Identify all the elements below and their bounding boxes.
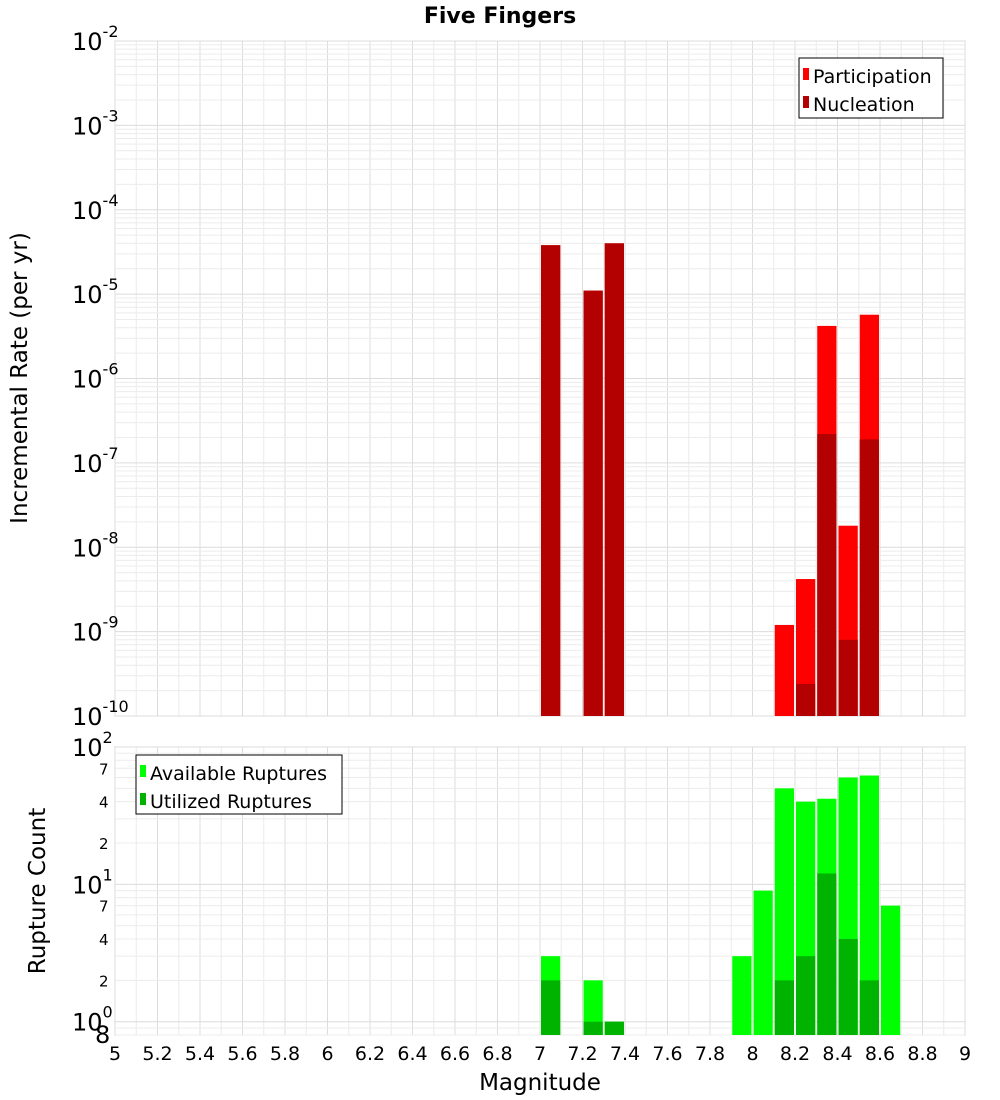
utilized-ruptures-bar xyxy=(774,980,794,1035)
count-legend: Available Ruptures Utilized Ruptures xyxy=(135,754,343,815)
utilized-ruptures-bar xyxy=(838,939,858,1035)
count-y-minor-tick-label: 2 xyxy=(99,835,109,853)
count-plot: 102 101 100 7 4 2 7 4 2 8 Rupture Count Available… xyxy=(25,728,966,1049)
x-tick-label: 7.2 xyxy=(567,1043,597,1065)
x-tick-label: 7.4 xyxy=(610,1043,640,1065)
count-y-minor-tick-label: 4 xyxy=(99,931,109,949)
legend-nucleation-swatch xyxy=(803,96,809,108)
x-tick-label: 8.8 xyxy=(907,1043,937,1065)
x-tick-label: 6.6 xyxy=(440,1043,470,1065)
chart-title: Five Fingers xyxy=(424,4,576,29)
participation-bar xyxy=(774,624,794,716)
count-y-minor-tick-label: 7 xyxy=(99,760,109,778)
rate-y-tick-label: 10-4 xyxy=(72,191,119,225)
x-tick-label: 7.8 xyxy=(695,1043,725,1065)
nucleation-bar xyxy=(604,243,624,717)
nucleation-bar xyxy=(583,290,603,716)
rate-y-tick-label: 10-8 xyxy=(72,528,119,562)
available-ruptures-bar xyxy=(753,890,773,1035)
available-ruptures-bar xyxy=(859,775,879,1035)
count-y-minor-tick-label: 4 xyxy=(99,794,109,812)
x-tick-label: 6.8 xyxy=(482,1043,512,1065)
legend-available-ruptures-swatch xyxy=(140,765,146,777)
legend-box xyxy=(135,754,343,815)
available-ruptures-bar xyxy=(732,956,752,1035)
available-ruptures-bar xyxy=(774,788,794,1035)
legend-utilized-ruptures-swatch xyxy=(140,793,146,805)
rate-y-tick-label: 10-2 xyxy=(72,22,119,56)
legend-nucleation-label: Nucleation xyxy=(813,94,915,116)
utilized-ruptures-bar xyxy=(541,980,561,1035)
nucleation-bar xyxy=(859,439,879,716)
rate-y-tick-label: 10-7 xyxy=(72,444,119,478)
utilized-ruptures-bar xyxy=(583,1021,603,1035)
utilized-ruptures-bar xyxy=(817,873,837,1035)
x-tick-label: 6.2 xyxy=(355,1043,385,1065)
utilized-ruptures-bar xyxy=(859,980,879,1035)
participation-bar xyxy=(796,579,816,716)
x-tick-label: 7 xyxy=(534,1043,546,1065)
utilized-ruptures-bar xyxy=(796,956,816,1035)
x-tick-label: 5.6 xyxy=(227,1043,257,1065)
x-tick-label: 5.8 xyxy=(270,1043,300,1065)
nucleation-bar xyxy=(838,639,858,716)
nucleation-bar xyxy=(817,433,837,716)
legend-participation-label: Participation xyxy=(813,66,932,88)
legend-utilized-ruptures-label: Utilized Ruptures xyxy=(150,791,312,813)
rate-plot: 10-2 10-3 10-4 10-5 10-6 10-7 10-8 10-9 10-10 In… xyxy=(7,22,966,731)
legend-available-ruptures-label: Available Ruptures xyxy=(150,763,327,785)
nucleation-bar xyxy=(541,245,561,717)
available-ruptures-bar xyxy=(583,980,603,1035)
x-tick-label: 8.6 xyxy=(865,1043,895,1065)
count-bars xyxy=(541,775,901,1035)
legend-box xyxy=(798,57,944,119)
x-tick-label: 6.4 xyxy=(397,1043,427,1065)
x-tick-label: 5.2 xyxy=(142,1043,172,1065)
count-y-minor-tick-label: 2 xyxy=(99,972,109,990)
rate-y-axis-label: Incremental Rate (per yr) xyxy=(7,232,33,524)
count-y-ticks: 102 101 100 7 4 2 7 4 2 8 xyxy=(72,728,113,1049)
legend-participation-swatch xyxy=(803,68,809,80)
count-y-tick-label: 100 xyxy=(72,1003,113,1037)
x-tick-label: 7.6 xyxy=(652,1043,682,1065)
rate-y-tick-label: 10-10 xyxy=(72,697,129,731)
x-tick-label: 8.2 xyxy=(780,1043,810,1065)
rate-bars xyxy=(541,243,879,717)
count-y-axis-label: Rupture Count xyxy=(25,808,51,974)
available-ruptures-bar xyxy=(881,905,901,1035)
rate-legend: Participation Nucleation xyxy=(798,57,944,119)
x-axis-ticks: 5 5.2 5.4 5.6 5.8 6 6.2 6.4 6.6 6.8 7 7.2 7.4 7.6 7.8 8… xyxy=(109,1043,971,1065)
x-tick-label: 5 xyxy=(109,1043,121,1065)
rate-y-tick-label: 10-6 xyxy=(72,360,119,394)
x-tick-label: 8.4 xyxy=(822,1043,852,1065)
rate-plot-grid xyxy=(114,40,966,717)
x-tick-label: 5.4 xyxy=(185,1043,215,1065)
rate-y-tick-label: 10-3 xyxy=(72,106,119,140)
x-tick-label: 9 xyxy=(959,1043,971,1065)
count-y-minor-tick-label: 8 xyxy=(95,1021,110,1049)
rate-y-tick-label: 10-5 xyxy=(72,275,119,309)
x-tick-label: 8 xyxy=(746,1043,758,1065)
rate-y-ticks: 10-2 10-3 10-4 10-5 10-6 10-7 10-8 10-9 10-10 xyxy=(72,22,129,731)
utilized-ruptures-bar xyxy=(604,1021,624,1035)
nucleation-bar xyxy=(796,683,816,716)
count-y-minor-tick-label: 7 xyxy=(99,898,109,916)
count-y-tick-label: 102 xyxy=(72,728,113,762)
x-tick-label: 6 xyxy=(321,1043,333,1065)
rate-y-tick-label: 10-9 xyxy=(72,613,119,647)
count-y-tick-label: 101 xyxy=(72,865,113,899)
x-axis-label: Magnitude xyxy=(479,1070,601,1096)
